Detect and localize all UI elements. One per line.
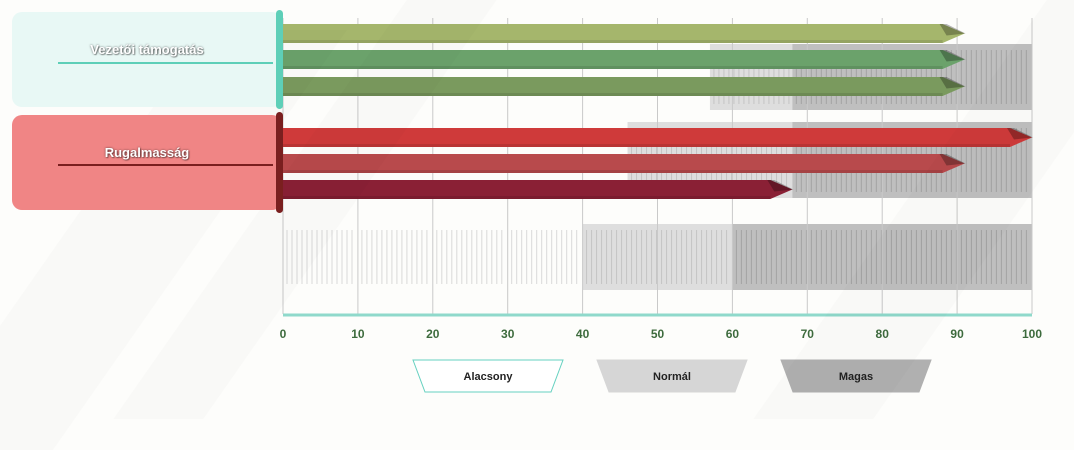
low-hatch-segment	[436, 230, 503, 284]
bar-tip-shade	[1007, 128, 1033, 140]
x-tick-label: 80	[876, 327, 890, 341]
bar-shadow	[283, 196, 771, 199]
legend-item: Magas	[780, 359, 932, 393]
category-label: Vezetői támogatás	[90, 42, 204, 57]
x-tick-label: 50	[651, 327, 665, 341]
legend-swatch	[412, 359, 564, 393]
bar-shadow	[283, 144, 1010, 147]
bar	[283, 180, 793, 199]
low-hatch-segment	[511, 230, 578, 284]
x-tick-label: 70	[801, 327, 815, 341]
bar	[283, 24, 965, 43]
x-tick-label: 90	[950, 327, 964, 341]
bar-shadow	[283, 66, 943, 69]
x-tick-label: 20	[426, 327, 440, 341]
bar-tip-shade	[939, 24, 966, 36]
bar-tip-shade	[939, 154, 966, 166]
legend-item: Alacsony	[412, 359, 564, 393]
category-group-bar	[276, 10, 283, 109]
x-tick-label: 60	[726, 327, 740, 341]
category-label-box: Vezetői támogatás	[12, 12, 282, 107]
x-tick-label: 0	[280, 327, 287, 341]
x-tick-label: 10	[351, 327, 365, 341]
legend-swatch	[780, 359, 932, 393]
legend-label: Magas	[839, 371, 873, 383]
bar-tip-shade	[939, 77, 966, 89]
x-tick-label: 30	[501, 327, 515, 341]
legend-label: Normál	[653, 371, 691, 383]
bar-shadow	[283, 40, 943, 43]
bar	[283, 50, 965, 69]
category-underline	[58, 62, 273, 64]
low-hatch-segment	[361, 230, 428, 284]
bar	[283, 154, 965, 173]
bar-chart: 0 10 20 30 40 50 60 70 80 90 100 Alacsony Normál Maga…	[280, 18, 1042, 393]
category-label-box: Rugalmasság	[12, 115, 282, 210]
category-label: Rugalmasság	[104, 145, 190, 160]
legend-swatch	[596, 359, 748, 393]
category-group-bar	[276, 112, 283, 213]
chart-root: 0 10 20 30 40 50 60 70 80 90 100 Alacsony Normál Maga…	[12, 10, 1042, 393]
bar-tip-shade	[939, 50, 966, 62]
bar	[283, 128, 1032, 147]
bar-shadow	[283, 93, 943, 96]
bar-tip-shade	[767, 180, 794, 192]
low-hatch-segment	[286, 230, 353, 284]
category-underline	[58, 164, 273, 166]
x-tick-label: 100	[1022, 327, 1042, 341]
x-tick-label: 40	[576, 327, 590, 341]
bar	[283, 77, 965, 96]
bar-shadow	[283, 170, 943, 173]
legend-label: Alacsony	[464, 371, 514, 383]
legend-item: Normál	[596, 359, 748, 393]
